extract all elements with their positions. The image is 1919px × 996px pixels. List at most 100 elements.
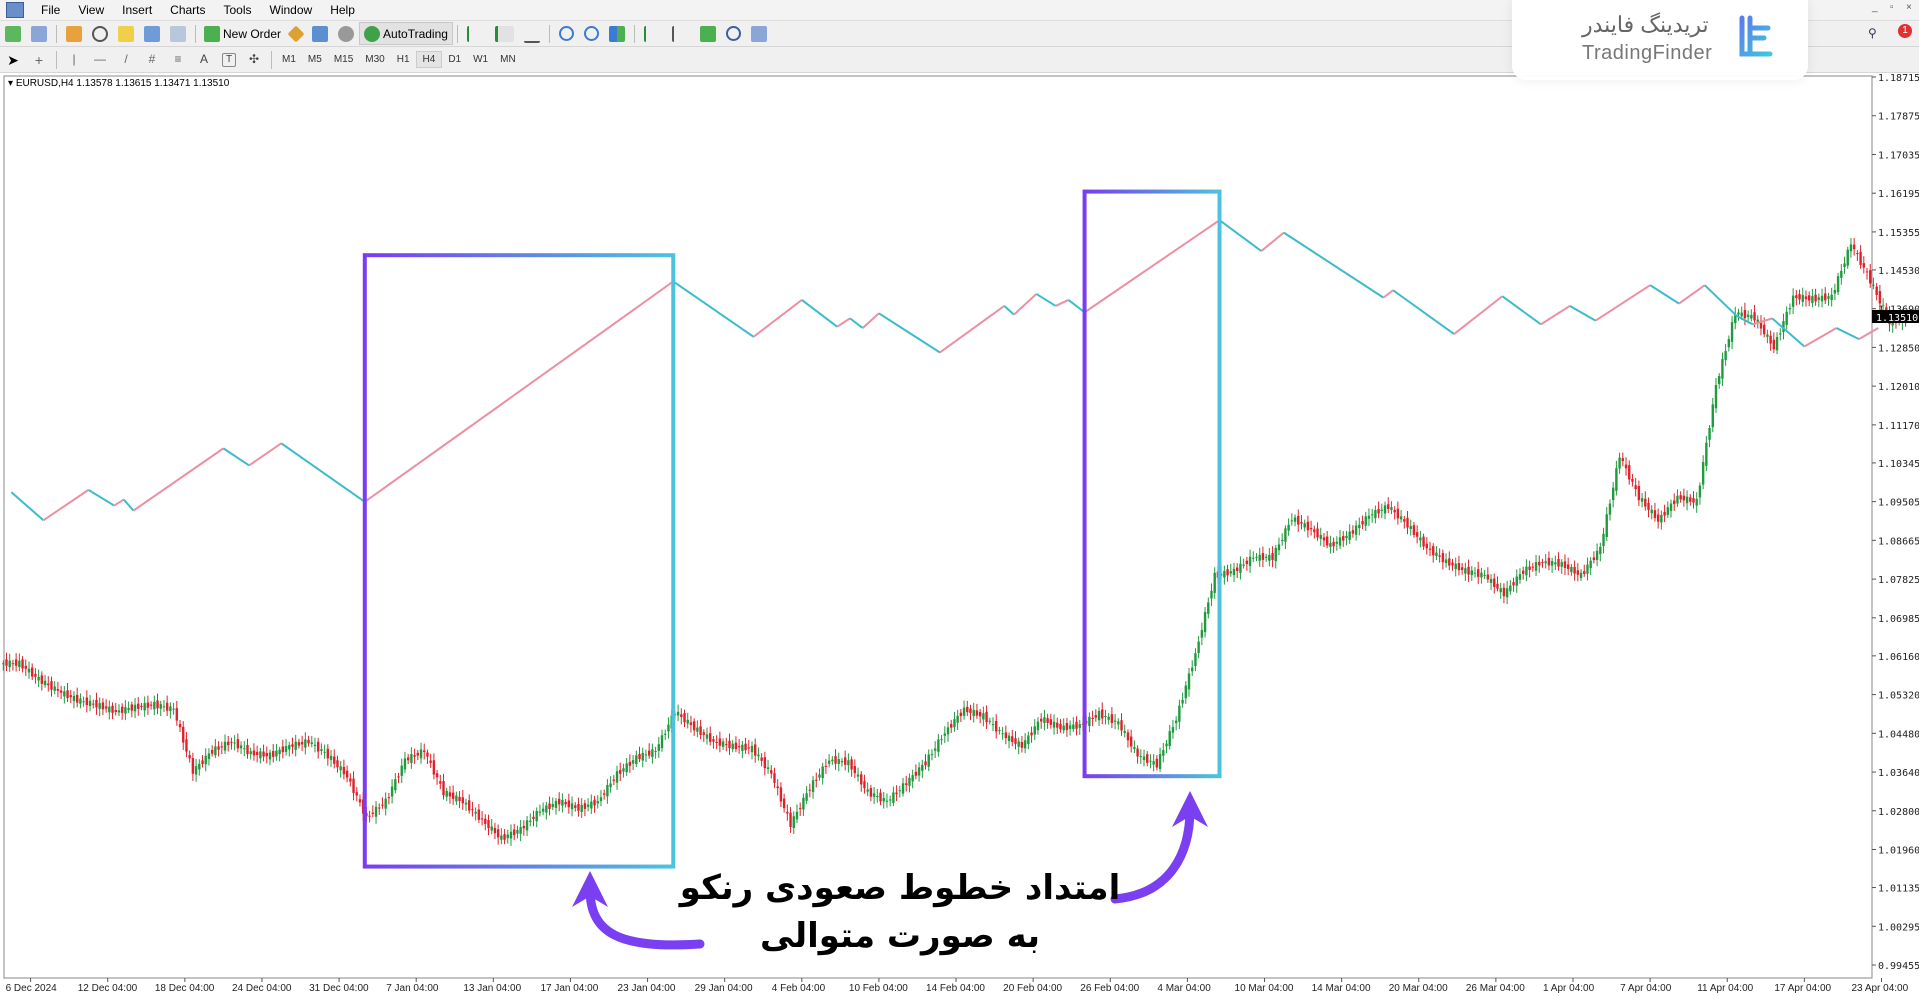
crosshair-icon[interactable]: + — [34, 51, 44, 68]
candle-body — [1862, 263, 1866, 268]
candle-body — [1766, 334, 1769, 337]
candle-body — [1756, 319, 1759, 322]
timeframe-h1[interactable]: H1 — [396, 54, 410, 65]
renko-up-segment — [1594, 284, 1651, 322]
renko-up-segment — [1803, 327, 1837, 348]
candle-body — [1460, 567, 1464, 570]
notifications-icon[interactable]: 1 — [1898, 24, 1912, 38]
menu-window[interactable]: Window — [269, 3, 313, 17]
menu-tools[interactable]: Tools — [223, 3, 252, 17]
candle-body — [1335, 541, 1339, 544]
menu-insert[interactable]: Insert — [122, 3, 153, 17]
timeframe-h4[interactable]: H4 — [415, 51, 443, 68]
close-button[interactable]: × — [1906, 2, 1912, 13]
bar-chart-icon[interactable] — [466, 25, 485, 42]
renko-up-segment — [1540, 305, 1571, 326]
text-label-icon[interactable]: T — [222, 52, 236, 67]
candle-body — [824, 765, 828, 767]
timeframe-m1[interactable]: M1 — [282, 54, 296, 65]
crosshair-data-window-icon[interactable] — [92, 25, 108, 42]
renko-down-segment — [123, 498, 135, 512]
timeframe-w1[interactable]: W1 — [473, 54, 489, 65]
timeframe-m15[interactable]: M15 — [333, 54, 354, 65]
candle-body — [339, 766, 342, 771]
candle-body — [1017, 741, 1020, 747]
menu-file[interactable]: File — [41, 3, 61, 17]
new-chart-icon[interactable] — [5, 25, 21, 42]
candle-body — [557, 798, 561, 805]
candle-body — [676, 711, 680, 716]
auto-trading-button[interactable]: AutoTrading — [359, 22, 453, 45]
horizontal-line-icon[interactable]: — — [94, 51, 106, 66]
line-chart-icon[interactable] — [523, 25, 540, 43]
minimize-button[interactable]: _ — [1872, 2, 1878, 13]
candle-body — [1239, 563, 1242, 573]
text-icon[interactable]: A — [199, 51, 208, 66]
terminal-icon[interactable] — [144, 25, 160, 42]
candle-body — [477, 809, 481, 820]
templates-icon[interactable] — [750, 25, 767, 42]
candle-body — [384, 798, 387, 809]
candle-body — [988, 720, 991, 722]
candle-body — [615, 771, 619, 783]
candle-body — [1325, 536, 1329, 546]
y-tick-label: 1.05320 — [1878, 691, 1919, 702]
candle-body — [1043, 717, 1046, 723]
candle-body — [214, 746, 217, 756]
candle-body — [1554, 562, 1557, 565]
chart-shift-icon[interactable] — [643, 25, 662, 42]
candle-body — [1817, 297, 1821, 300]
auto-scroll-icon[interactable] — [671, 25, 690, 42]
candle-body — [471, 809, 474, 811]
candle-body — [876, 796, 879, 798]
candle-body — [1242, 564, 1245, 566]
profiles-icon[interactable] — [31, 25, 47, 42]
candlestick-chart-icon[interactable] — [494, 25, 514, 42]
strategy-tester-icon[interactable] — [170, 25, 186, 42]
new-order-button[interactable]: New Order — [200, 23, 285, 44]
y-tick-label: 1.16195 — [1878, 189, 1919, 200]
menu-view[interactable]: View — [78, 3, 105, 17]
timeframe-m5[interactable]: M5 — [307, 54, 322, 65]
y-tick-label: 1.12850 — [1878, 343, 1919, 354]
zoom-out-icon[interactable] — [583, 26, 599, 41]
candle-body — [1342, 536, 1345, 541]
periods-icon[interactable] — [725, 26, 741, 41]
trendline-icon[interactable]: / — [124, 51, 128, 66]
fibonacci-icon[interactable]: ≡ — [174, 51, 182, 66]
candle-body — [1297, 515, 1300, 525]
navigator-icon[interactable] — [118, 25, 134, 42]
tradingfinder-logo: تریدینگ فایندر TradingFinder — [1512, 0, 1808, 80]
menu-charts[interactable]: Charts — [170, 3, 206, 17]
restore-button[interactable]: ▫ — [1890, 2, 1894, 13]
tile-windows-icon[interactable] — [608, 25, 625, 42]
signals-icon[interactable] — [312, 25, 329, 42]
search-icon[interactable]: ⚲ — [1868, 26, 1877, 40]
market-watch-icon[interactable] — [66, 25, 82, 42]
vertical-line-icon[interactable]: | — [72, 51, 76, 66]
candle-body — [998, 730, 1001, 732]
candle-body — [1856, 253, 1859, 255]
x-tick-label: 10 Feb 04:00 — [849, 983, 908, 994]
timeframe-m30[interactable]: M30 — [365, 54, 385, 65]
equidistant-channel-icon[interactable]: # — [148, 51, 156, 66]
menu-help[interactable]: Help — [330, 3, 355, 17]
candle-body — [1875, 286, 1878, 295]
timeframe-d1[interactable]: D1 — [448, 54, 462, 65]
cursor-icon[interactable]: ➤ — [7, 51, 19, 68]
renko-down-segment — [1569, 305, 1596, 322]
arrows-icon[interactable]: ✣ — [248, 51, 260, 66]
zoom-in-icon[interactable] — [558, 26, 574, 41]
y-tick-label: 1.06160 — [1878, 652, 1919, 663]
indicators-icon[interactable] — [699, 25, 716, 42]
candle-body — [120, 706, 124, 713]
y-tick-label: 1.08665 — [1878, 536, 1919, 547]
price-chart[interactable]: 1.18715 1.17875 1.17035 1.16195 1.15355 1.145… — [0, 74, 1919, 996]
divider — [271, 50, 272, 69]
timeframe-mn[interactable]: MN — [500, 54, 516, 65]
candle-body — [1409, 526, 1412, 529]
candle-body — [792, 816, 795, 828]
market-icon[interactable] — [338, 25, 355, 42]
candle-body — [79, 698, 82, 704]
meta-editor-icon[interactable] — [287, 25, 305, 42]
